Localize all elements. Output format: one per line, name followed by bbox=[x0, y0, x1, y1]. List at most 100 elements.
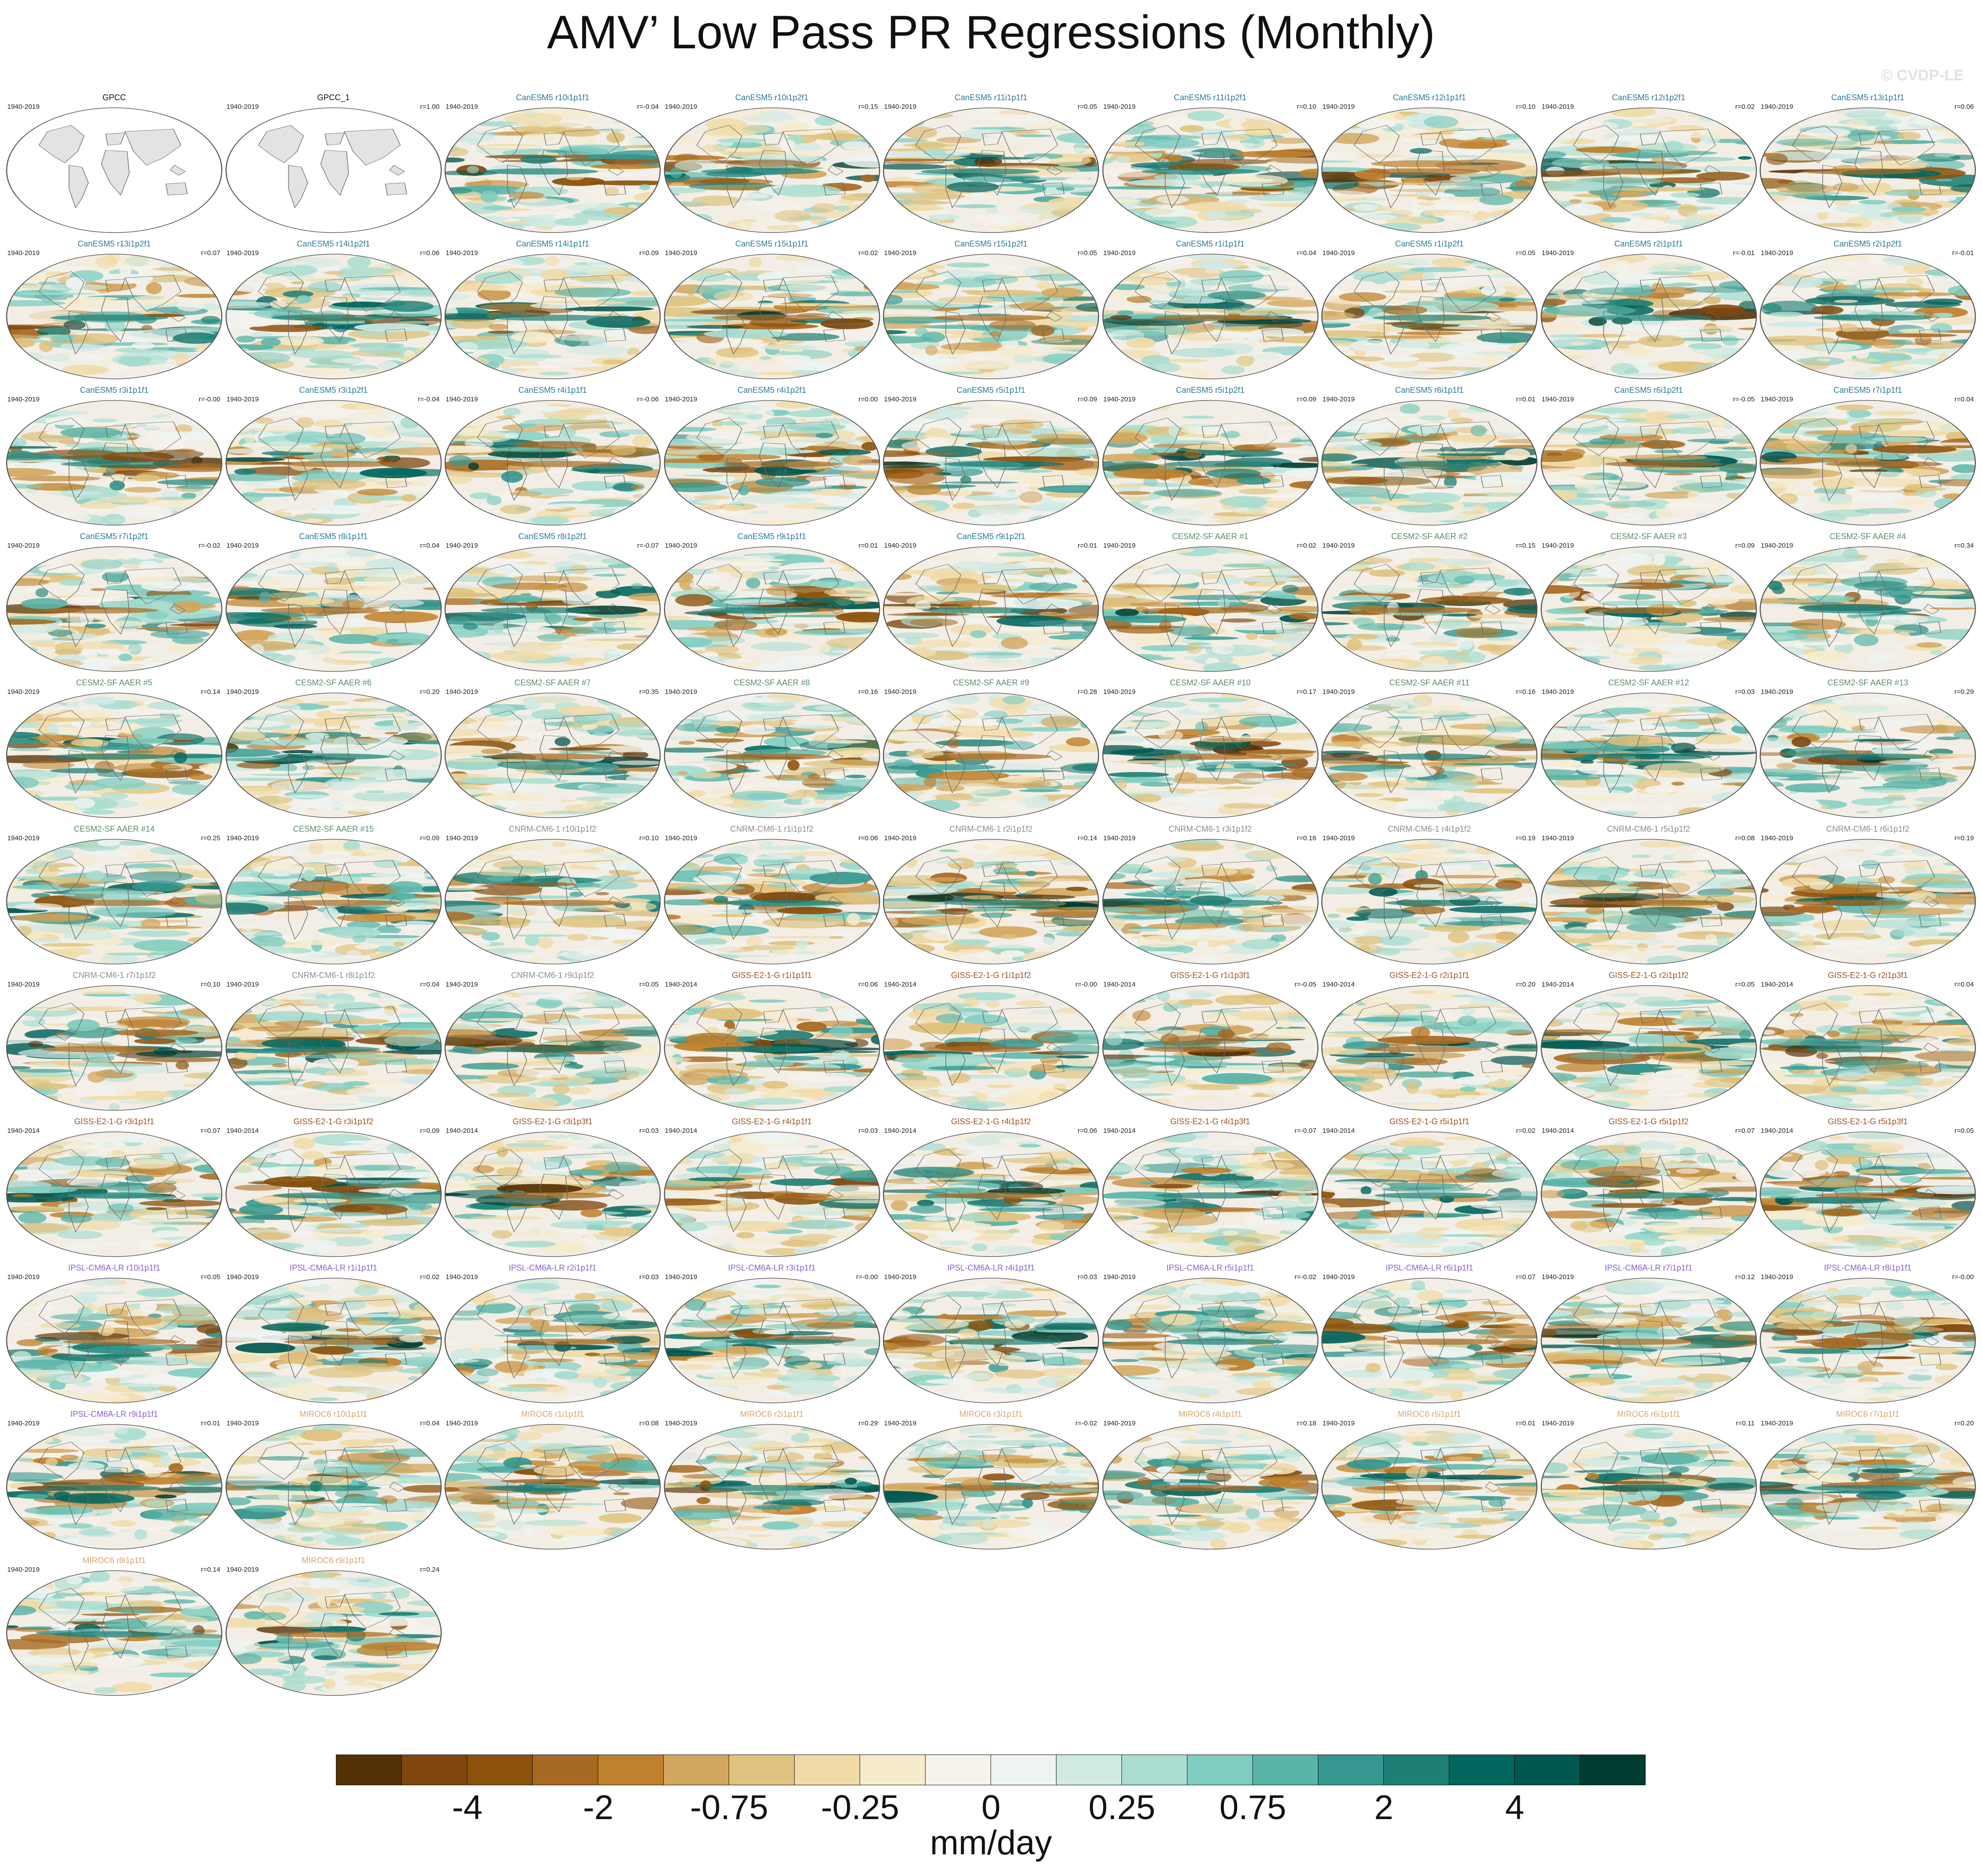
colorbar-swatch bbox=[598, 1755, 664, 1785]
panel-years: 1940-2019 bbox=[665, 249, 698, 257]
panel-years: 1940-2019 bbox=[665, 103, 698, 111]
panel-title: CNRM-CM6-1 r6i1p1f2 bbox=[1826, 824, 1910, 833]
panel-years: 1940-2019 bbox=[665, 834, 698, 842]
panel-pattern-correlation: r=0.06 bbox=[858, 981, 878, 988]
panel-pattern-correlation: r=0.15 bbox=[858, 103, 878, 111]
watermark: © CVDP-LE bbox=[1881, 67, 1964, 84]
panel-title: CanESM5 r1i1p1f1 bbox=[1176, 239, 1245, 248]
colorbar-swatch bbox=[1318, 1755, 1384, 1785]
panel-years: 1940-2014 bbox=[1541, 981, 1574, 988]
panel-header: 1940-2019 CanESM5 r15i1p2f1 r=0.05 bbox=[881, 237, 1101, 257]
regression-map bbox=[225, 1424, 442, 1550]
panel-title: GISS-E2-1-G r1i1p3f1 bbox=[1170, 971, 1251, 980]
panel-header: 1940-2019 CESM2-SF AAER #14 r=0.25 bbox=[5, 822, 224, 842]
panel-pattern-correlation: r=0.29 bbox=[858, 1420, 878, 1427]
panel-header: 1940-2019 CESM2-SF AAER #15 r=0.09 bbox=[224, 822, 443, 842]
panel-header: 1940-2019 IPSL-CM6A-LR r5i1p1f1 r=-0.02 bbox=[1101, 1261, 1320, 1281]
panel-title: CESM2-SF AAER #2 bbox=[1391, 532, 1468, 541]
regression-map bbox=[1102, 839, 1318, 964]
panel-header: 1940-2019 MIROC6 r8i1p1f1 r=0.14 bbox=[5, 1553, 224, 1573]
panel-title: GISS-E2-1-G r3i1p1f2 bbox=[293, 1117, 374, 1126]
panel-header: 1940-2019 CESM2-SF AAER #11 r=0.16 bbox=[1320, 675, 1539, 696]
panel-pattern-correlation: r=0.06 bbox=[1078, 1127, 1097, 1135]
regression-map bbox=[1759, 546, 1976, 672]
panel-pattern-correlation: r=0.08 bbox=[1735, 834, 1755, 842]
panel-header: 1940-2014 GISS-E2-1-G r4i1p3f1 r=-0.07 bbox=[1101, 1114, 1320, 1135]
colorbar-swatch bbox=[336, 1755, 402, 1785]
panel-pattern-correlation: r=0.01 bbox=[201, 1420, 220, 1427]
regression-map bbox=[664, 985, 880, 1111]
panel-pattern-correlation: r=-0.04 bbox=[637, 103, 659, 111]
regression-map bbox=[444, 546, 661, 672]
panel-years: 1940-2019 bbox=[1541, 103, 1574, 111]
panel-years: 1940-2019 bbox=[1541, 688, 1574, 696]
regression-map bbox=[1759, 400, 1976, 526]
panel-pattern-correlation: r=0.05 bbox=[639, 981, 659, 988]
panel-title: CanESM5 r6i1p2f1 bbox=[1614, 386, 1683, 395]
regression-map bbox=[1540, 1131, 1757, 1257]
panel-pattern-correlation: r=0.04 bbox=[420, 542, 440, 549]
panel-pattern-correlation: r=0.02 bbox=[1516, 1127, 1535, 1135]
panel-years: 1940-2019 bbox=[665, 688, 698, 696]
regression-map bbox=[444, 985, 661, 1111]
panel-pattern-correlation: r=-0.00 bbox=[199, 396, 220, 403]
map-panel: 1940-2014 GISS-E2-1-G r4i1p1f1 r=0.03 bbox=[662, 1114, 882, 1260]
panel-years: 1940-2014 bbox=[1541, 1127, 1574, 1135]
panel-years: 1940-2019 bbox=[1322, 542, 1355, 549]
panel-header: 1940-2019 CNRM-CM6-1 r6i1p1f2 r=0.19 bbox=[1758, 822, 1977, 842]
regression-map bbox=[1540, 985, 1757, 1111]
panel-title: IPSL-CM6A-LR r4i1p1f1 bbox=[947, 1263, 1035, 1272]
panel-header: 1940-2014 GISS-E2-1-G r1i1p3f1 r=-0.05 bbox=[1101, 968, 1320, 988]
map-panel: 1940-2019 IPSL-CM6A-LR r9i1p1f1 r=0.01 bbox=[5, 1407, 224, 1552]
map-panel: 1940-2019 IPSL-CM6A-LR r7i1p1f1 r=0.12 bbox=[1539, 1261, 1759, 1406]
panel-title: MIROC6 r4i1p1f1 bbox=[1178, 1410, 1242, 1419]
map-panel: 1940-2014 GISS-E2-1-G r4i1p1f2 r=0.06 bbox=[881, 1114, 1101, 1260]
panel-header: 1940-2019 CanESM5 r5i1p2f1 r=0.09 bbox=[1101, 383, 1320, 403]
panel-years: 1940-2019 bbox=[1761, 249, 1793, 257]
map-panel: 1940-2019 IPSL-CM6A-LR r4i1p1f1 r=0.03 bbox=[881, 1261, 1101, 1406]
panel-years: 1940-2019 bbox=[446, 396, 478, 403]
regression-map bbox=[1759, 1424, 1976, 1550]
panel-header: 1940-2019 MIROC6 r5i1p1f1 r=0.01 bbox=[1320, 1407, 1539, 1427]
panel-title: CanESM5 r9i1p2f1 bbox=[956, 532, 1026, 541]
panel-years: 1940-2014 bbox=[1761, 981, 1793, 988]
colorbar-swatch bbox=[663, 1755, 729, 1785]
regression-map bbox=[444, 839, 661, 964]
colorbar-swatch bbox=[860, 1755, 926, 1785]
panel-title: CanESM5 r14i1p1f1 bbox=[516, 239, 590, 248]
panel-header: 1940-2019 CESM2-SF AAER #10 r=0.17 bbox=[1101, 675, 1320, 696]
panel-title: CanESM5 r3i1p1f1 bbox=[79, 386, 149, 395]
panel-pattern-correlation: r=0.19 bbox=[1516, 834, 1535, 842]
panel-years: 1940-2019 bbox=[1761, 688, 1793, 696]
colorbar-tick-label: 0 bbox=[981, 1788, 1001, 1827]
panel-title: MIROC6 r7i1p1f1 bbox=[1836, 1410, 1900, 1419]
panel-years: 1940-2019 bbox=[446, 1420, 478, 1427]
panel-years: 1940-2019 bbox=[7, 1420, 40, 1427]
panel-pattern-correlation: r=0.06 bbox=[858, 834, 878, 842]
panel-pattern-correlation: r=0.18 bbox=[1297, 1420, 1317, 1427]
panel-title: CanESM5 r7i1p2f1 bbox=[79, 532, 149, 541]
map-panel: 1940-2019 CanESM5 r11i1p1f1 r=0.05 bbox=[881, 90, 1101, 236]
regression-map bbox=[1102, 1424, 1318, 1550]
map-panel: 1940-2019 CanESM5 r10i1p1f1 r=-0.04 bbox=[443, 90, 662, 236]
map-panel: 1940-2019 CESM2-SF AAER #9 r=0.28 bbox=[881, 675, 1101, 821]
panel-title: CanESM5 r15i1p2f1 bbox=[954, 239, 1028, 248]
panel-pattern-correlation: r=0.16 bbox=[1297, 834, 1317, 842]
panel-pattern-correlation: r=0.03 bbox=[1078, 1273, 1097, 1281]
panel-pattern-correlation: r=0.34 bbox=[1954, 542, 1974, 549]
colorbar-swatch bbox=[1056, 1755, 1122, 1785]
panel-years: 1940-2019 bbox=[7, 542, 40, 549]
map-panel: 1940-2014 GISS-E2-1-G r1i1p1f2 r=-0.00 bbox=[881, 968, 1101, 1113]
panel-header: 1940-2019 CanESM5 r7i1p2f1 r=-0.02 bbox=[5, 529, 224, 549]
panel-years: 1940-2019 bbox=[1761, 834, 1793, 842]
colorbar-swatch bbox=[1580, 1755, 1646, 1785]
colorbar-tick-label: -4 bbox=[452, 1788, 483, 1827]
map-panel: 1940-2019 CNRM-CM6-1 r1i1p1f2 r=0.06 bbox=[662, 822, 882, 967]
panel-pattern-correlation: r=0.00 bbox=[858, 396, 878, 403]
panel-title: IPSL-CM6A-LR r3i1p1f1 bbox=[728, 1263, 816, 1272]
panel-header: 1940-2019 MIROC6 r3i1p1f1 r=-0.02 bbox=[881, 1407, 1101, 1427]
panel-years: 1940-2019 bbox=[1103, 1420, 1136, 1427]
panel-title: GISS-E2-1-G r3i1p1f1 bbox=[74, 1117, 154, 1126]
panel-pattern-correlation: r=0.10 bbox=[201, 981, 220, 988]
panel-pattern-correlation: r=0.09 bbox=[1078, 396, 1097, 403]
